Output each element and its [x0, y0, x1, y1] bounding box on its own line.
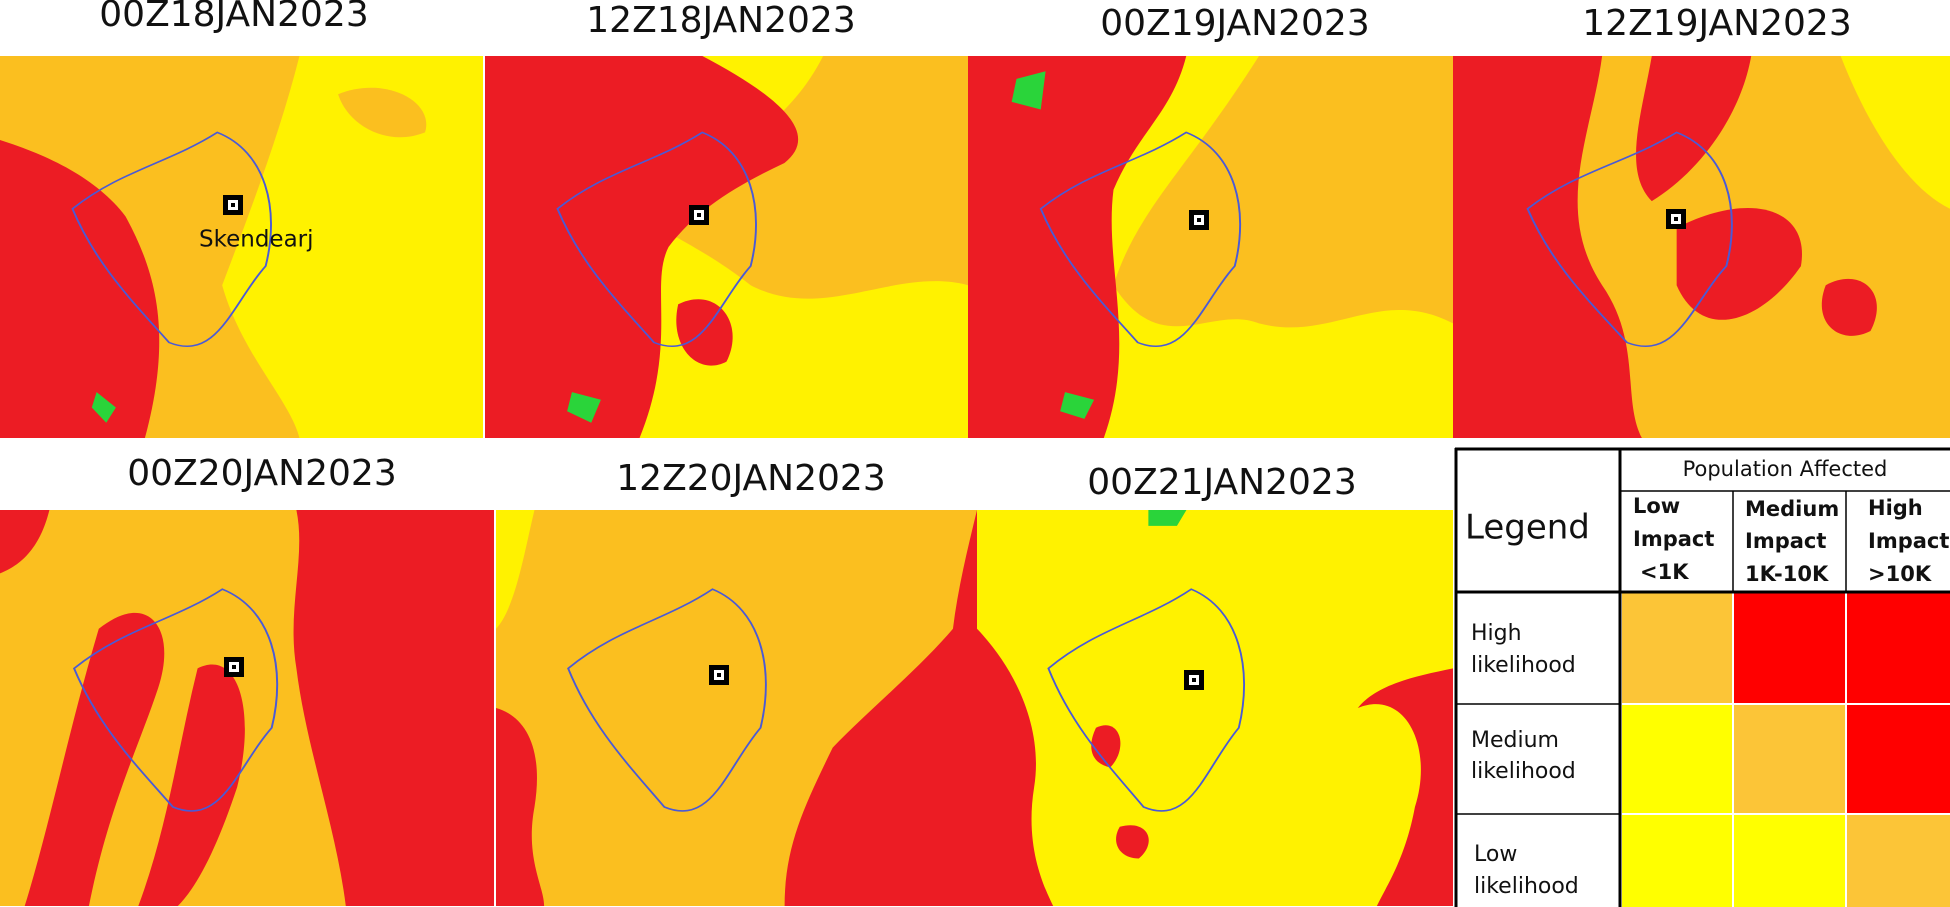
hazard-area [1091, 725, 1121, 768]
hazard-area [968, 56, 1187, 438]
legend-cell [1847, 593, 1950, 703]
column-header: Impact [1633, 527, 1714, 551]
location-marker-dot [697, 213, 701, 217]
border-line [1047, 588, 1245, 812]
hazard-area [24, 612, 165, 906]
hazard-area [1357, 668, 1453, 906]
panel-title: 12Z19JAN2023 [1582, 3, 1851, 44]
hazard-area [138, 664, 245, 906]
hazard-area [0, 140, 160, 439]
location-marker-dot [1192, 678, 1196, 682]
location-marker-dot [1197, 218, 1201, 222]
legend-cell [1847, 815, 1950, 907]
hazard-area [338, 87, 427, 138]
hazard-area [496, 708, 545, 906]
location-marker-dot [717, 673, 721, 677]
legend-cell [1622, 815, 1732, 907]
hazard-area [1636, 56, 1752, 202]
hazard-area [1148, 510, 1187, 526]
row-header: Medium [1471, 728, 1559, 753]
map-panel [977, 510, 1453, 906]
border-line [71, 131, 272, 347]
hazard-area [1116, 825, 1149, 859]
column-header: Low [1633, 494, 1680, 518]
map-panel [968, 56, 1453, 438]
border-line [556, 131, 757, 347]
row-header: likelihood [1471, 759, 1576, 784]
column-header: High [1868, 496, 1923, 520]
legend-cell [1847, 705, 1950, 813]
place-label: Skendearj [199, 227, 314, 253]
border-line [1039, 131, 1242, 347]
row-header: likelihood [1471, 653, 1576, 678]
legend-cell [1734, 705, 1845, 813]
hazard-area [567, 392, 601, 423]
map-panel [496, 510, 977, 906]
legend-title: Legend [1465, 508, 1590, 548]
panel-title: 00Z18JAN2023 [99, 0, 368, 35]
map-background [977, 510, 1453, 906]
location-markers [223, 195, 1686, 690]
column-header: Impact [1745, 529, 1826, 553]
hazard-area [1060, 392, 1095, 419]
panel-title: 00Z21JAN2023 [1087, 462, 1356, 503]
hazard-area [676, 299, 733, 366]
legend-table: Legend Population Affected Low Impact <1… [1454, 447, 1950, 907]
hazard-area [1821, 278, 1877, 336]
row-header: Low [1474, 842, 1517, 867]
border-line [72, 588, 279, 812]
legend-cell [1622, 705, 1732, 813]
hazard-area [485, 56, 799, 438]
panel-title: 00Z19JAN2023 [1100, 3, 1369, 44]
legend-cell [1734, 593, 1845, 703]
hazard-area [0, 510, 50, 574]
column-header: 1K-10K [1745, 562, 1829, 586]
map-panel [1453, 56, 1950, 438]
column-header: Impact [1868, 529, 1949, 553]
location-marker-dot [1674, 217, 1678, 221]
row-header: likelihood [1474, 874, 1579, 899]
legend-cell [1622, 593, 1732, 703]
column-header: Medium [1745, 497, 1839, 521]
column-header: <1K [1640, 560, 1689, 584]
panel-title: 00Z20JAN2023 [127, 453, 396, 494]
hazard-area [968, 56, 1453, 328]
location-marker-dot [231, 203, 235, 207]
hazard-area [1011, 71, 1046, 110]
hazard-area [1676, 208, 1802, 320]
map-panel [485, 56, 968, 438]
location-marker-dot [232, 665, 236, 669]
hazard-area [1840, 56, 1950, 209]
hazard-area [784, 510, 977, 906]
border-line [567, 588, 767, 812]
panel-title: 12Z18JAN2023 [586, 0, 855, 41]
map-panels [0, 56, 1950, 906]
map-panel [0, 56, 483, 439]
legend-header: Population Affected [1683, 457, 1888, 481]
hazard-area [977, 628, 1054, 906]
hazard-area [293, 510, 494, 906]
column-header: >10K [1868, 562, 1932, 586]
hazard-area [496, 510, 535, 629]
legend-cell [1734, 815, 1845, 907]
hazard-area [91, 392, 116, 423]
row-header: High [1471, 621, 1522, 646]
map-panel [0, 510, 494, 906]
panel-title: 12Z20JAN2023 [616, 458, 885, 499]
border-line [1526, 131, 1733, 347]
